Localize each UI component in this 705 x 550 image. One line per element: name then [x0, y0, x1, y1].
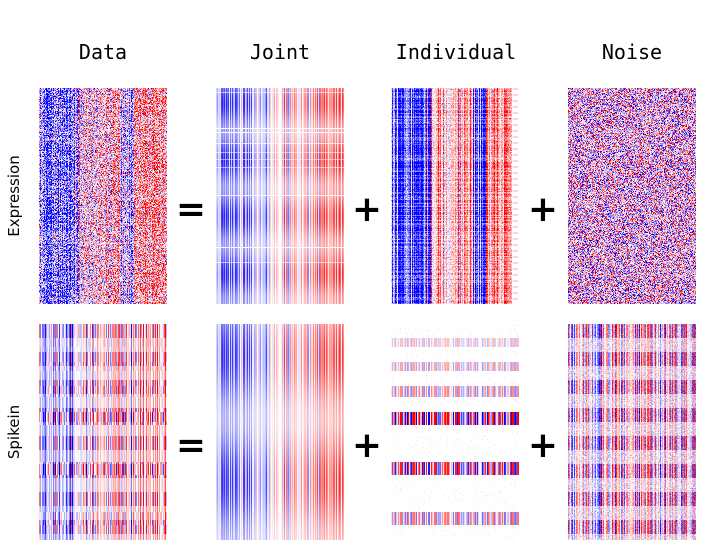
plus-operator-spikein-2: +	[527, 425, 559, 466]
column-title-data: Data	[78, 40, 128, 64]
heatmap-spikein-individual	[391, 324, 519, 540]
heatmap-spikein-data	[39, 324, 167, 540]
heatmap-expression-individual	[391, 88, 519, 304]
heatmap-expression-joint	[216, 88, 344, 304]
column-title-individual: Individual	[395, 40, 517, 64]
heatmap-expression-noise	[568, 88, 696, 304]
heatmap-spikein-joint	[216, 324, 344, 540]
plus-operator-expression-2: +	[527, 189, 559, 230]
equals-operator-expression: =	[175, 189, 207, 230]
plus-operator-spikein-1: +	[351, 425, 383, 466]
row-label-spikein: Spikein	[5, 404, 23, 460]
plus-operator-expression-1: +	[351, 189, 383, 230]
equals-operator-spikein: =	[175, 425, 207, 466]
heatmap-expression-data	[39, 88, 167, 304]
column-title-joint: Joint	[249, 40, 311, 64]
row-label-expression: Expression	[5, 155, 23, 237]
column-title-noise: Noise	[601, 40, 663, 64]
heatmap-spikein-noise	[568, 324, 696, 540]
